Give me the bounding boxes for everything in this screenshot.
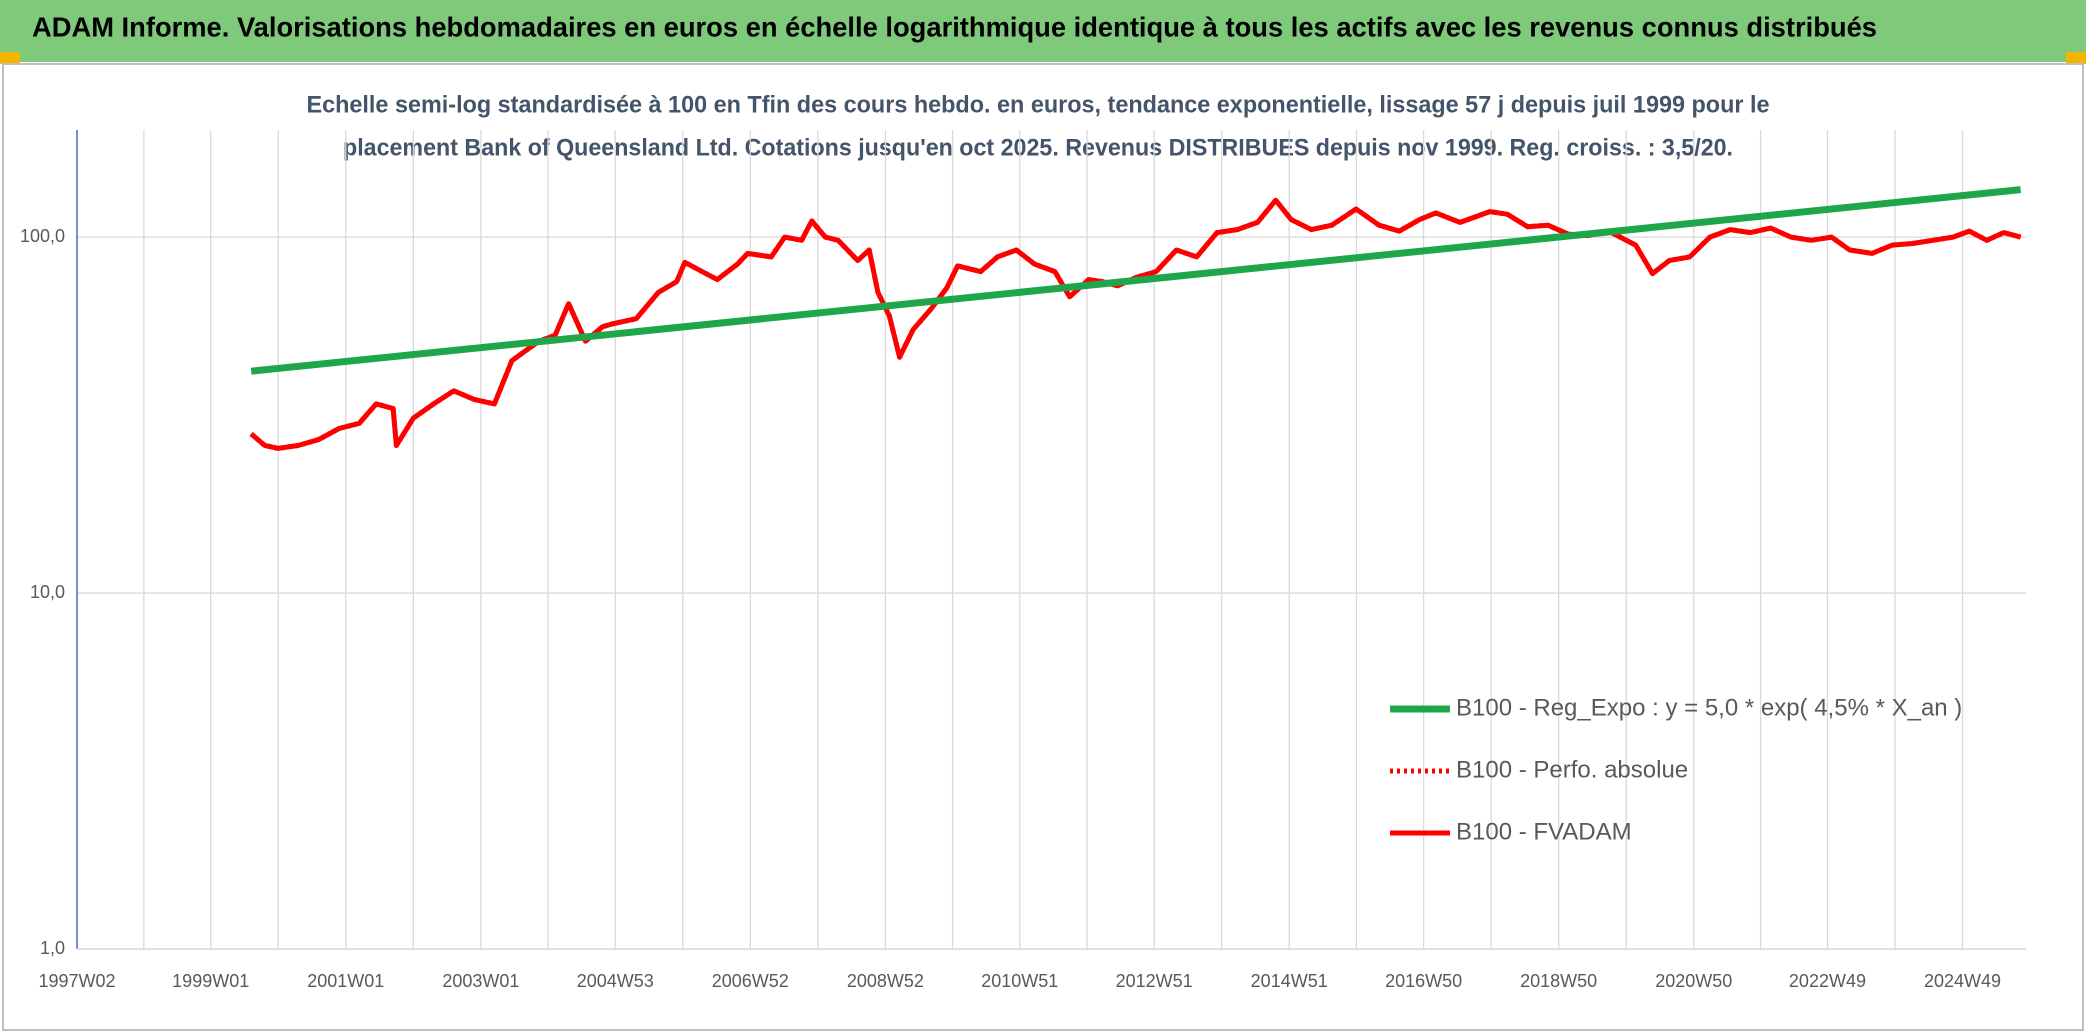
x-tick-label: 2018W50	[1520, 971, 1597, 991]
x-tick-label: 2014W51	[1251, 971, 1328, 991]
x-tick-label: 2006W52	[712, 971, 789, 991]
x-tick-label: 2012W51	[1116, 971, 1193, 991]
chart-subtitle: placement Bank of Queensland Ltd. Cotati…	[343, 134, 1733, 161]
legend-label: B100 - Perfo. absolue	[1456, 756, 1688, 783]
x-tick-label: 2022W49	[1789, 971, 1866, 991]
x-tick-label: 2004W53	[577, 971, 654, 991]
corner-mark	[0, 52, 20, 64]
x-tick-label: 2003W01	[442, 971, 519, 991]
y-tick-label: 100,0	[20, 226, 65, 246]
x-tick-label: 2008W52	[847, 971, 924, 991]
series-line	[250, 186, 2021, 375]
x-tick-label: 2016W50	[1385, 971, 1462, 991]
x-tick-label: 1997W02	[38, 971, 115, 991]
y-tick-label: 10,0	[30, 582, 65, 602]
corner-mark	[2066, 52, 2086, 64]
legend-label: B100 - Reg_Expo : y = 5,0 * exp( 4,5% * …	[1456, 694, 1962, 721]
x-tick-label: 2001W01	[307, 971, 384, 991]
x-tick-label: 2020W50	[1655, 971, 1732, 991]
header-bar	[0, 0, 2086, 62]
chart-subtitle: Echelle semi-log standardisée à 100 en T…	[307, 91, 1770, 118]
x-tick-label: 2010W51	[981, 971, 1058, 991]
x-tick-label: 2024W49	[1924, 971, 2001, 991]
chart-title: ADAM Informe. Valorisations hebdomadaire…	[32, 11, 1877, 42]
y-tick-label: 1,0	[40, 938, 65, 958]
chart-frame	[2, 63, 2084, 1031]
legend-label: B100 - FVADAM	[1456, 818, 1632, 845]
x-tick-label: 1999W01	[172, 971, 249, 991]
